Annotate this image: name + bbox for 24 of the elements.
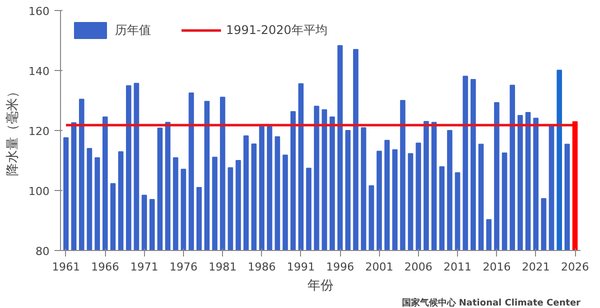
x-tick-label: 2021	[522, 260, 550, 274]
x-tick-label: 2011	[444, 260, 472, 274]
x-tick-label: 1981	[208, 260, 237, 274]
y-tick-label: 100	[28, 185, 50, 198]
x-tick-label: 1966	[91, 260, 120, 274]
x-tick-label: 2006	[404, 260, 432, 274]
x-axis-title: 年份	[308, 278, 334, 294]
y-tick-label: 80	[36, 245, 50, 258]
legend-label: 1991-2020年平均	[226, 22, 328, 38]
x-tick-label: 1991	[286, 260, 315, 274]
x-tick-label: 1986	[248, 260, 276, 274]
x-tick-label: 1996	[326, 260, 354, 274]
x-tick-label: 1976	[169, 260, 198, 274]
y-axis-title: 降水量（毫米）	[4, 85, 21, 176]
x-tick-label: 1971	[130, 260, 158, 274]
x-tick-label: 2016	[482, 260, 511, 274]
x-tick-label: 2001	[365, 260, 394, 274]
y-tick-label: 120	[28, 125, 50, 138]
x-tick-label: 2026	[561, 260, 590, 274]
x-tick-label: 1961	[52, 260, 80, 274]
legend-label: 历年值	[115, 22, 151, 38]
text: 国家气候中心 National Climate Center	[402, 298, 582, 308]
y-tick-label: 140	[28, 65, 50, 78]
y-tick-label: 160	[28, 5, 50, 18]
